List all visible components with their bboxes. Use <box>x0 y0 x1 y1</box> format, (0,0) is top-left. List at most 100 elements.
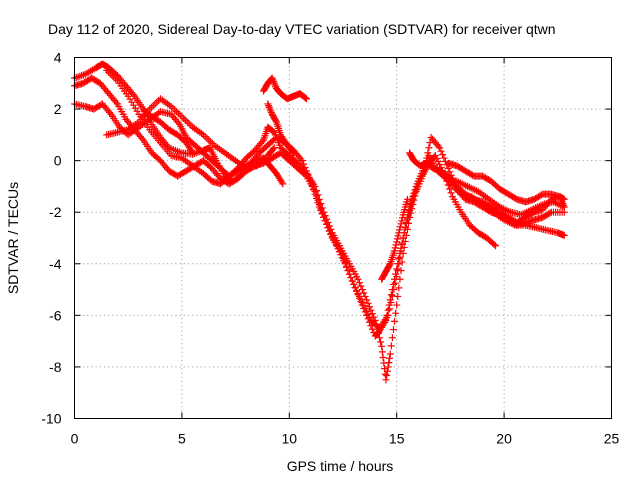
data-point <box>434 142 442 150</box>
data-point <box>411 192 419 200</box>
data-point <box>207 138 215 146</box>
data-point <box>360 304 368 312</box>
data-point <box>405 219 413 227</box>
data-point <box>386 261 394 269</box>
data-point <box>363 311 371 319</box>
y-tick-label: -8 <box>49 359 62 375</box>
series-track-12 <box>436 164 568 239</box>
data-point <box>437 147 445 155</box>
data-point <box>400 243 408 251</box>
data-point <box>389 326 397 334</box>
data-point <box>559 200 567 208</box>
data-point <box>447 189 455 197</box>
data-point <box>393 235 401 243</box>
data-point <box>408 205 416 213</box>
data-point <box>324 219 332 227</box>
data-point <box>394 232 402 240</box>
y-tick-label: -4 <box>49 256 62 272</box>
data-point <box>365 303 373 311</box>
data-point <box>290 149 298 157</box>
data-point <box>311 182 319 190</box>
data-point <box>556 193 564 201</box>
data-point <box>384 306 392 314</box>
data-point <box>392 270 400 278</box>
data-point <box>382 376 390 384</box>
series-track-6 <box>139 105 197 157</box>
data-point <box>112 75 120 83</box>
data-point <box>321 212 329 220</box>
x-tick-label: 5 <box>178 431 186 447</box>
data-point <box>314 191 322 199</box>
series-track-5 <box>103 95 278 172</box>
data-point <box>315 195 323 203</box>
data-point <box>383 372 391 380</box>
data-point <box>269 76 277 84</box>
data-point <box>360 289 368 297</box>
data-point <box>357 298 365 306</box>
data-point <box>350 280 358 288</box>
series-track-7 <box>260 74 310 103</box>
data-point <box>397 220 405 228</box>
data-point <box>183 118 191 126</box>
series-track-8 <box>264 100 298 157</box>
data-point <box>320 208 328 216</box>
data-point <box>318 204 326 212</box>
data-point <box>393 301 401 309</box>
data-point <box>391 244 399 252</box>
data-point <box>396 223 404 231</box>
series-track-3 <box>103 66 500 384</box>
data-point <box>266 105 274 113</box>
y-tick-label: 4 <box>54 50 62 66</box>
data-point <box>270 144 278 152</box>
data-point <box>112 98 120 106</box>
data-point <box>398 239 406 247</box>
data-point <box>395 284 403 292</box>
data-point <box>138 134 146 142</box>
data-point <box>267 109 275 117</box>
data-point <box>385 359 393 367</box>
data-point <box>151 100 159 108</box>
data-point <box>424 149 432 157</box>
data-point <box>317 200 325 208</box>
data-point <box>436 144 444 152</box>
data-point <box>344 266 352 274</box>
data-point <box>271 81 279 89</box>
data-point <box>258 138 266 146</box>
series-track-9 <box>378 195 411 283</box>
data-point <box>355 294 363 302</box>
data-point <box>409 200 417 208</box>
data-point <box>388 334 396 342</box>
data-point <box>147 103 155 111</box>
data-point <box>301 94 309 102</box>
data-point <box>557 196 565 204</box>
data-point <box>367 306 375 314</box>
data-point <box>129 90 137 98</box>
data-point <box>386 354 394 362</box>
data-point <box>297 155 305 163</box>
plot-frame <box>74 57 612 419</box>
data-point <box>378 342 386 350</box>
data-point <box>394 260 402 268</box>
data-point <box>407 209 415 217</box>
data-point <box>347 274 355 282</box>
data-point <box>395 229 403 237</box>
data-point <box>264 100 272 108</box>
data-point <box>386 350 394 358</box>
data-point <box>289 148 297 156</box>
data-point <box>370 313 378 321</box>
y-tick-label: -2 <box>49 204 62 220</box>
data-point <box>387 291 395 299</box>
data-point <box>396 226 404 234</box>
series-track-4 <box>71 100 287 188</box>
data-point <box>313 187 321 195</box>
data-point <box>403 225 411 233</box>
data-point <box>178 113 186 121</box>
data-point <box>397 267 405 275</box>
data-point <box>403 195 411 203</box>
axis-ticks <box>74 57 612 419</box>
data-point <box>361 308 369 316</box>
data-point <box>278 178 286 186</box>
grid-lines <box>74 57 612 419</box>
data-point <box>358 286 366 294</box>
